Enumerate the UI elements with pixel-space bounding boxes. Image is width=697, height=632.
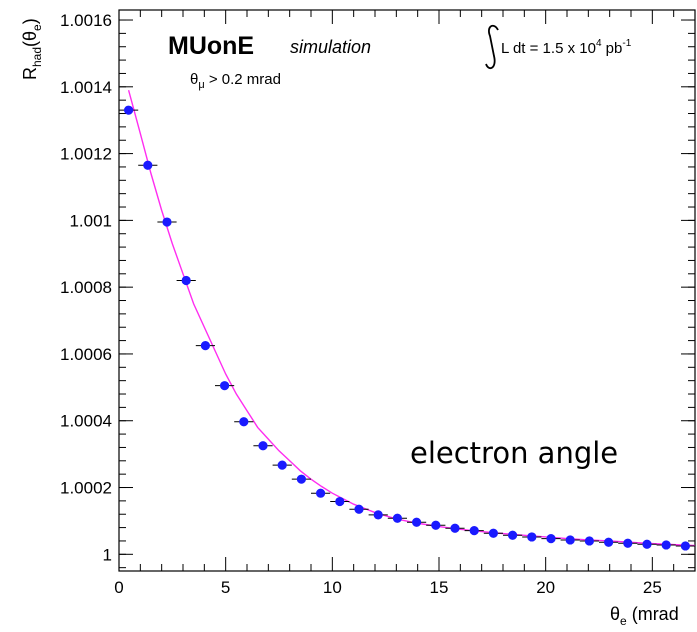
data-point: [196, 341, 215, 350]
point-marker: [623, 539, 632, 548]
data-point: [253, 441, 272, 450]
data-point: [215, 381, 234, 390]
fit-layer: [129, 90, 695, 545]
svg-text:L dt = 1.5 x 104 pb-1: L dt = 1.5 x 104 pb-1: [501, 38, 632, 57]
point-marker: [604, 538, 613, 547]
y-tick-label: 1.0004: [60, 412, 112, 431]
x-tick-label: 20: [536, 578, 555, 597]
data-point: [157, 217, 176, 226]
x-tick-label: 25: [643, 578, 662, 597]
chart-subtitle: simulation: [290, 37, 371, 57]
point-marker: [431, 521, 440, 530]
plot-frame: [119, 10, 695, 571]
point-marker: [527, 532, 536, 541]
data-point: [426, 521, 445, 530]
point-marker: [662, 540, 671, 549]
y-tick-label: 1.0014: [60, 78, 112, 97]
y-tick-label: 1.0012: [60, 145, 112, 164]
point-marker: [681, 541, 690, 550]
svg-text:Rhad(θe): Rhad(θe): [20, 18, 44, 80]
data-point: [484, 529, 503, 538]
point-marker: [489, 529, 498, 538]
data-point: [349, 505, 368, 514]
cut-label: θμ > 0.2 mrad: [190, 71, 281, 91]
point-marker: [162, 217, 171, 226]
svg-text:θμ > 0.2 mrad: θμ > 0.2 mrad: [190, 71, 281, 91]
data-point: [177, 276, 196, 285]
annotation-label: electron angle: [410, 436, 618, 470]
luminosity-label: L dt = 1.5 x 104 pb-1: [486, 26, 632, 68]
data-point: [330, 497, 349, 506]
point-marker: [566, 535, 575, 544]
integral-icon: [486, 26, 498, 68]
data-point: [503, 531, 522, 540]
point-marker: [182, 276, 191, 285]
y-tick-label: 1: [103, 545, 112, 564]
y-tick-label: 1.001: [69, 211, 112, 230]
data-point: [657, 540, 676, 549]
y-axis-label: Rhad(θe): [20, 18, 44, 80]
axes: 0 5 10 15 20 25 1 1.0002 1.0004 1.0006 1.0008 1.001…: [60, 10, 695, 597]
data-point: [407, 518, 426, 527]
y-tick-label: 1.0006: [60, 345, 112, 364]
point-marker: [450, 524, 459, 533]
y-tick-label: 1.0008: [60, 278, 112, 297]
x-tick-label: 15: [430, 578, 449, 597]
data-point: [522, 532, 541, 541]
x-tick-label: 10: [323, 578, 342, 597]
point-marker: [316, 489, 325, 498]
x-axis-label: θe (mrad: [610, 604, 679, 628]
data-point: [580, 536, 599, 545]
point-marker: [412, 518, 421, 527]
data-point: [292, 475, 311, 484]
point-marker: [470, 526, 479, 535]
point-marker: [258, 441, 267, 450]
data-point: [618, 539, 637, 548]
data-point: [388, 514, 407, 523]
data-point: [138, 161, 157, 170]
point-marker: [393, 514, 402, 523]
point-marker: [335, 497, 344, 506]
point-marker: [239, 417, 248, 426]
data-point: [637, 540, 656, 549]
data-point: [465, 526, 484, 535]
chart-title: MUonE: [168, 32, 254, 60]
data-point: [541, 534, 560, 543]
point-marker: [201, 341, 210, 350]
x-tick-label: 0: [114, 578, 123, 597]
fit-curve: [129, 90, 695, 545]
point-marker: [124, 106, 133, 115]
y-tick-label: 1.0002: [60, 479, 112, 498]
point-marker: [278, 461, 287, 470]
point-marker: [642, 540, 651, 549]
point-marker: [585, 536, 594, 545]
point-marker: [220, 381, 229, 390]
point-marker: [374, 510, 383, 519]
point-marker: [546, 534, 555, 543]
data-point: [445, 524, 464, 533]
point-marker: [297, 475, 306, 484]
data-point: [599, 538, 618, 547]
y-tick-label: 1.0016: [60, 11, 112, 30]
data-point: [561, 535, 580, 544]
data-point: [676, 541, 695, 550]
point-marker: [143, 161, 152, 170]
x-tick-label: 5: [221, 578, 230, 597]
point-marker: [508, 531, 517, 540]
data-point: [234, 417, 253, 426]
data-point: [273, 461, 292, 470]
point-marker: [354, 505, 363, 514]
svg-text:θe (mrad: θe (mrad: [610, 604, 679, 628]
